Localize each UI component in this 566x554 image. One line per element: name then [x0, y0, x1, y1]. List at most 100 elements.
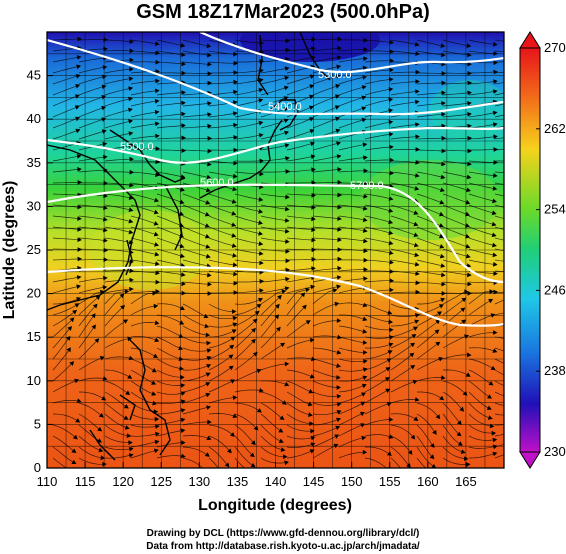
streamline-arrow: [439, 233, 444, 239]
streamline-arrow: [258, 98, 264, 103]
streamline: [312, 303, 336, 316]
streamline-arrow: [129, 57, 134, 63]
streamline-arrow: [256, 368, 262, 374]
streamline: [208, 338, 233, 349]
streamline: [416, 413, 435, 432]
streamline: [104, 78, 130, 85]
streamline: [104, 158, 130, 162]
streamline: [286, 413, 310, 424]
streamline-arrow: [128, 131, 134, 136]
streamline: [260, 288, 286, 294]
streamline: [104, 369, 129, 377]
streamline-arrow: [467, 90, 472, 96]
streamline: [52, 66, 78, 74]
streamline-arrow: [227, 448, 232, 454]
streamline-arrow: [94, 338, 100, 344]
streamline-arrow: [332, 288, 338, 293]
streamline-arrow: [415, 271, 420, 276]
streamline-arrow: [431, 463, 437, 468]
streamline-arrow: [207, 71, 212, 76]
streamline-arrow: [461, 297, 467, 303]
streamline-arrow: [128, 86, 134, 91]
streamline: [78, 413, 100, 430]
streamline: [104, 296, 122, 316]
streamline: [390, 328, 415, 338]
streamline-arrow: [207, 136, 212, 141]
streamline: [260, 226, 286, 232]
streamline-arrow: [441, 272, 446, 278]
streamline: [260, 291, 283, 305]
streamline-arrow: [155, 69, 160, 74]
streamline: [182, 125, 208, 129]
streamline-arrow: [253, 425, 259, 431]
streamline-arrow: [123, 415, 129, 420]
y-tick-label: 25: [27, 242, 41, 257]
streamline-arrow: [77, 167, 82, 172]
streamline: [364, 99, 390, 107]
streamline-arrow: [180, 374, 185, 380]
streamline: [338, 413, 362, 426]
streamline-arrow: [154, 251, 160, 257]
streamline: [390, 171, 416, 176]
streamline: [364, 50, 391, 52]
streamline-arrow: [466, 174, 472, 180]
streamline-arrow: [492, 186, 498, 191]
streamline: [364, 79, 390, 85]
streamline: [130, 336, 156, 341]
streamline: [338, 347, 364, 353]
streamline: [338, 424, 362, 437]
streamline: [260, 457, 286, 464]
streamline-arrow: [410, 342, 415, 348]
streamline-arrow: [280, 447, 286, 452]
streamline: [390, 314, 416, 317]
streamline-arrow: [492, 89, 498, 94]
streamline-arrow: [128, 96, 133, 102]
streamline-arrow: [465, 233, 470, 239]
streamline-arrow: [69, 361, 75, 366]
streamline-arrow: [91, 324, 96, 330]
streamline-arrow: [414, 186, 420, 191]
streamline-arrow: [232, 253, 238, 258]
streamline: [468, 39, 494, 45]
streamline: [208, 367, 231, 382]
streamline-arrow: [336, 409, 342, 415]
streamline-arrow: [457, 441, 463, 446]
streamline: [104, 321, 125, 338]
streamline: [52, 363, 72, 382]
streamline: [234, 79, 260, 85]
streamline: [182, 365, 208, 371]
streamline-arrow: [363, 248, 368, 254]
streamline-arrow: [413, 326, 418, 331]
streamline: [52, 277, 78, 283]
streamline: [468, 259, 494, 265]
streamline-arrow: [361, 435, 367, 441]
streamline: [130, 322, 156, 327]
streamline: [130, 347, 155, 357]
streamline-arrow: [77, 204, 82, 210]
streamline: [260, 363, 286, 371]
streamline: [312, 66, 338, 74]
streamline: [468, 182, 494, 189]
streamline-arrow: [389, 144, 394, 150]
streamline: [52, 380, 76, 393]
streamline: [104, 455, 130, 459]
streamline-arrow: [337, 216, 342, 221]
streamline-arrow: [415, 69, 420, 75]
streamline-arrow: [233, 70, 238, 75]
streamline-arrow: [76, 398, 82, 404]
streamline-arrow: [72, 309, 78, 315]
streamline-arrow: [336, 363, 341, 368]
y-tick-label: 15: [27, 329, 41, 344]
streamline-arrow: [120, 305, 125, 310]
streamline: [52, 169, 78, 173]
streamline: [78, 316, 94, 338]
streamline: [234, 330, 254, 349]
streamline: [468, 281, 494, 284]
streamline: [286, 57, 312, 63]
streamline: [104, 259, 130, 262]
streamline: [286, 169, 312, 173]
streamline-arrow: [180, 399, 186, 405]
streamline-arrow: [415, 289, 420, 295]
streamline: [338, 58, 364, 63]
streamline-arrow: [361, 383, 367, 389]
